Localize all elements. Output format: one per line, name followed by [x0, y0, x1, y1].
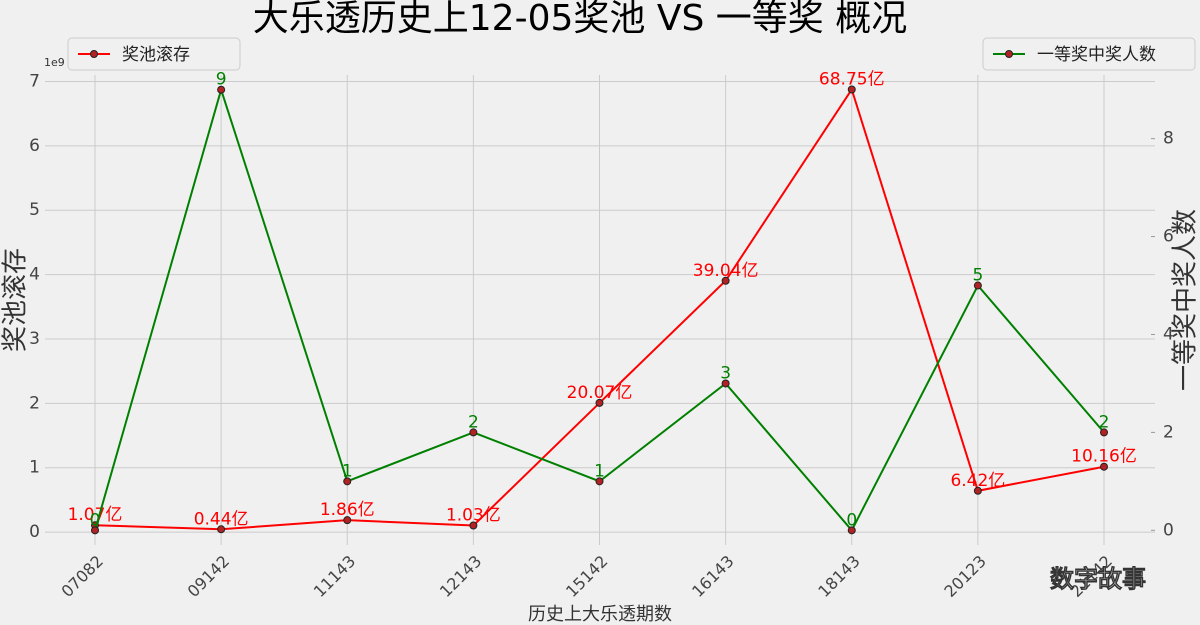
y-tick-label: 1	[29, 458, 40, 478]
data-point	[973, 486, 982, 495]
data-label: 6.42亿	[950, 471, 1005, 491]
data-point	[847, 85, 856, 94]
y2-tick-label: 2	[1163, 422, 1174, 442]
y2-tick-label: 8	[1163, 129, 1174, 149]
data-point	[721, 379, 730, 388]
y-tick-label: 7	[29, 71, 40, 91]
data-label: 9	[216, 70, 227, 90]
data-point	[1100, 428, 1108, 437]
data-point	[847, 526, 856, 535]
y-tick-label: 3	[29, 329, 40, 349]
data-point	[91, 526, 99, 535]
data-label: 1	[342, 461, 353, 481]
data-point	[217, 85, 226, 94]
data-point	[595, 398, 604, 407]
data-label: 2	[1099, 412, 1110, 432]
legend-box	[982, 37, 1196, 71]
legend-box	[67, 37, 241, 71]
y-tick-label: 0	[29, 522, 40, 542]
legend-label: 一等奖中奖人数	[1037, 45, 1156, 65]
watermark: 数字故事	[1050, 565, 1146, 593]
data-label: 10.16亿	[1071, 447, 1137, 467]
y2-tick-label: 4	[1163, 324, 1174, 344]
data-label: 68.75亿	[819, 69, 885, 89]
data-point	[217, 525, 226, 534]
data-label: 1.07亿	[68, 505, 123, 525]
data-label: 3	[720, 363, 731, 383]
y-offset-label: 1e9	[44, 56, 65, 69]
data-label: 39.04亿	[693, 261, 759, 281]
data-point	[343, 477, 352, 486]
y-tick-label: 2	[29, 393, 40, 413]
data-label: 20.07亿	[567, 383, 633, 403]
y-tick-label: 4	[29, 265, 40, 285]
y2-tick-label: 0	[1163, 520, 1174, 540]
legend-marker	[90, 50, 98, 58]
data-label: 1	[594, 461, 605, 481]
y2-tick-label: 6	[1163, 227, 1174, 247]
data-label: 0	[90, 510, 101, 530]
data-point	[973, 281, 982, 290]
y2-axis-label: 一等奖中奖人数	[1171, 209, 1200, 391]
x-axis-label: 历史上大乐透期数	[528, 604, 672, 625]
data-point	[1100, 462, 1108, 471]
data-point	[721, 276, 730, 285]
data-label: 0.44亿	[194, 509, 249, 529]
y-axis-label: 奖池滚存	[1, 248, 31, 352]
data-label: 5	[972, 266, 983, 286]
data-label: 1.86亿	[320, 500, 375, 520]
data-point	[469, 428, 478, 437]
data-label: 0	[846, 510, 857, 530]
data-point	[469, 521, 478, 530]
data-label: 1.03亿	[446, 505, 501, 525]
legend-label: 奖池滚存	[122, 45, 190, 65]
chart-title: 大乐透历史上12-05奖池 VS 一等奖 概况	[253, 0, 907, 39]
y-tick-label: 5	[29, 200, 40, 220]
legend-marker	[1005, 50, 1013, 58]
data-point	[343, 516, 352, 525]
y-tick-label: 6	[29, 136, 40, 156]
data-point	[595, 477, 604, 486]
data-label: 2	[468, 412, 479, 432]
